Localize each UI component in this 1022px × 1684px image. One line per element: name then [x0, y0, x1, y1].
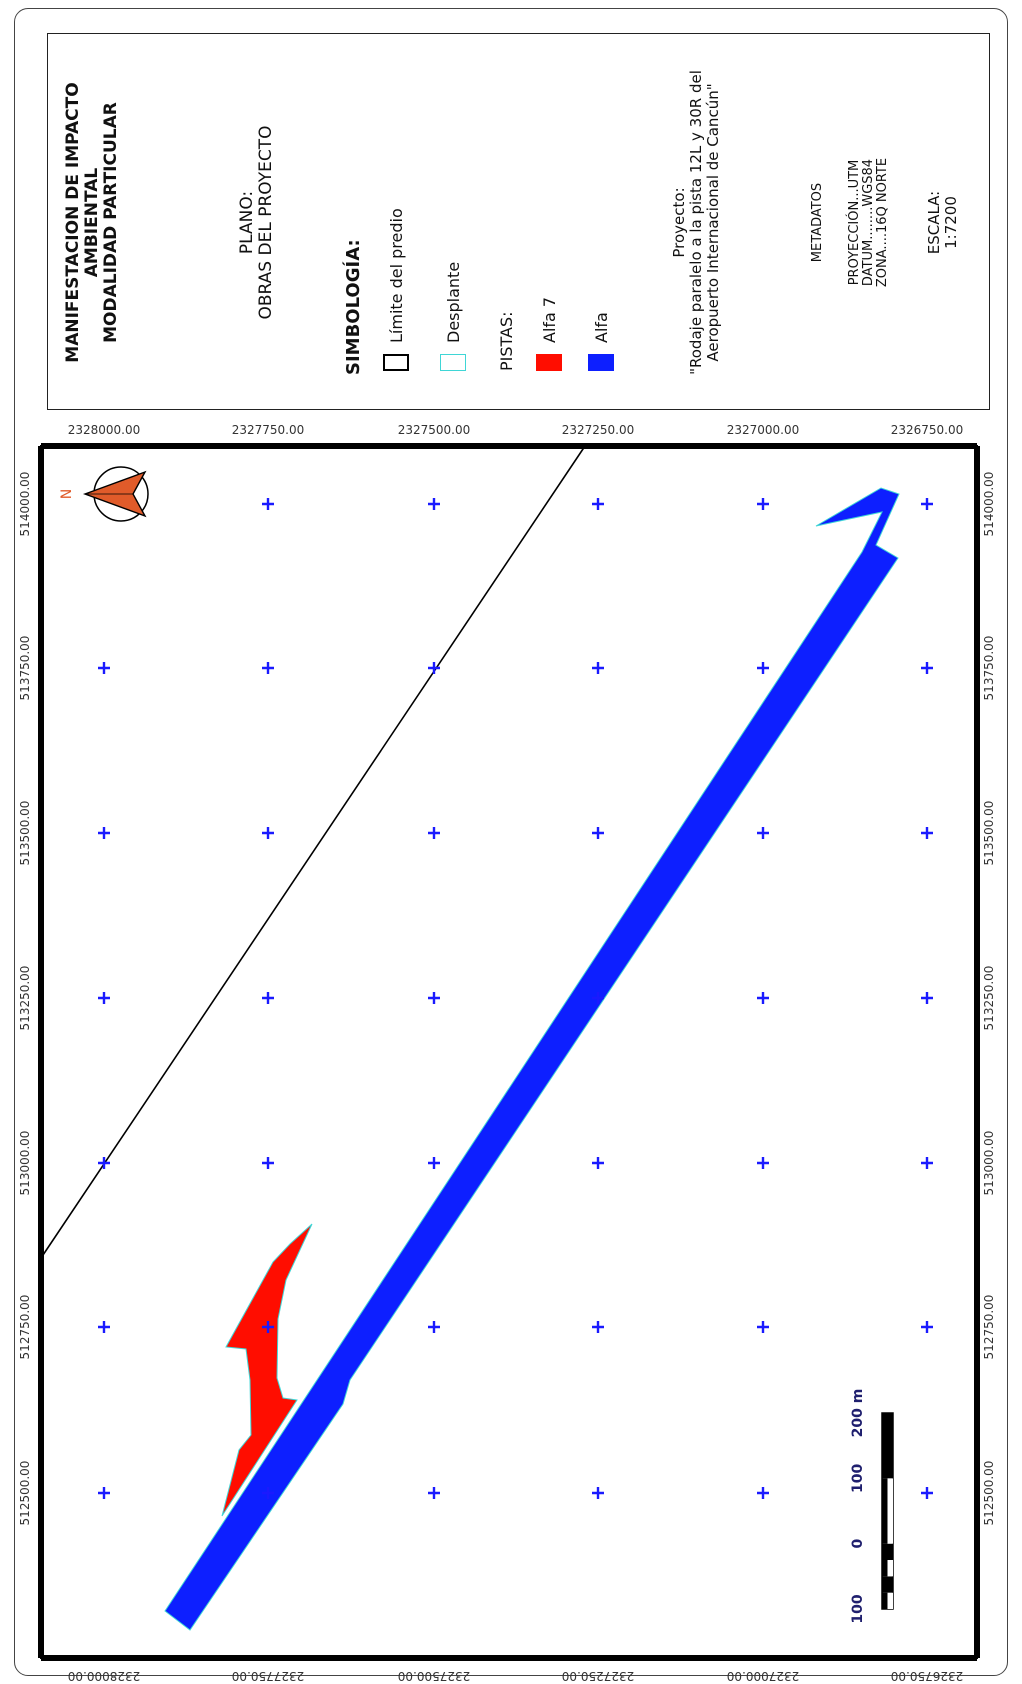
- grid-cross: [262, 1157, 274, 1169]
- grid-cross: [757, 1487, 769, 1499]
- grid-cross: [262, 1487, 274, 1499]
- grid-cross: [428, 992, 440, 1004]
- northing-label-bottom: 2327250.00: [562, 1669, 635, 1683]
- grid-cross: [98, 992, 110, 1004]
- grid-cross: [921, 992, 933, 1004]
- northing-label-bottom: 2328000.00: [68, 1669, 141, 1683]
- grid-cross: [757, 827, 769, 839]
- scale-bar-segment: [887, 1413, 893, 1479]
- grid-cross: [592, 498, 604, 510]
- northing-label-top: 2327750.00: [232, 423, 305, 437]
- easting-label-right: 513000.00: [982, 1131, 996, 1196]
- scale-bar-segment: [882, 1478, 888, 1544]
- grid-cross: [98, 1487, 110, 1499]
- grid-cross: [262, 992, 274, 1004]
- map-frame: [14, 8, 1008, 1676]
- scale-bar-segment: [887, 1560, 893, 1577]
- scale-bar-segment: [882, 1560, 888, 1577]
- northing-label-top: 2326750.00: [891, 423, 964, 437]
- easting-label-right: 513250.00: [982, 966, 996, 1031]
- easting-label-left: 512750.00: [18, 1295, 32, 1360]
- grid-cross: [921, 1321, 933, 1333]
- grid-cross: [921, 662, 933, 674]
- grid-cross: [428, 1157, 440, 1169]
- easting-label-left: 513000.00: [18, 1131, 32, 1196]
- tick-labels: 512500.00 512500.00 512750.00 512750.00 5130…: [18, 423, 996, 1683]
- scale-bar-segment: [882, 1413, 888, 1479]
- alfa7-polygon: [221, 1223, 313, 1517]
- grid-cross: [757, 992, 769, 1004]
- easting-label-left: 514000.00: [18, 472, 32, 537]
- easting-label-right: 512500.00: [982, 1461, 996, 1526]
- map-border: [38, 443, 980, 1661]
- easting-label-left: 513500.00: [18, 801, 32, 866]
- scale-bar-label: 200 m: [850, 1389, 866, 1438]
- scale-bar-segment: [887, 1543, 893, 1560]
- grid-cross: [592, 1157, 604, 1169]
- scale-bar-label: 100: [850, 1463, 866, 1492]
- scale-bar-label: 100: [850, 1594, 866, 1623]
- scale-bar-segment: [882, 1576, 888, 1593]
- grid-cross: [98, 1321, 110, 1333]
- scale-bar-segment: [882, 1543, 888, 1560]
- alfa-polygon: [164, 487, 900, 1631]
- northing-label-top: 2327000.00: [727, 423, 800, 437]
- north-label: N: [59, 489, 75, 499]
- grid-cross: [592, 992, 604, 1004]
- scale-bar: 100 0 100 200 m: [850, 1389, 894, 1624]
- grid-cross: [921, 1157, 933, 1169]
- northing-label-bottom: 2326750.00: [891, 1669, 964, 1683]
- northing-label-top: 2327500.00: [398, 423, 471, 437]
- grid-cross: [592, 1487, 604, 1499]
- grid-cross: [592, 827, 604, 839]
- scale-bar-label: 0: [850, 1539, 866, 1549]
- grid-cross: [428, 1487, 440, 1499]
- easting-label-right: 512750.00: [982, 1295, 996, 1360]
- grid-cross: [428, 827, 440, 839]
- scale-bar-segment: [887, 1576, 893, 1593]
- northing-label-top: 2327250.00: [562, 423, 635, 437]
- grid-cross: [757, 662, 769, 674]
- grid-cross: [98, 662, 110, 674]
- grid-cross: [592, 662, 604, 674]
- scale-bar-segment: [887, 1592, 893, 1609]
- northing-label-bottom: 2327000.00: [727, 1669, 800, 1683]
- grid-cross: [262, 662, 274, 674]
- easting-label-right: 513500.00: [982, 801, 996, 866]
- grid-cross: [98, 1157, 110, 1169]
- grid-cross: [428, 498, 440, 510]
- scale-bar-segment: [887, 1478, 893, 1544]
- grid-cross: [428, 1321, 440, 1333]
- limite-predio-line: [40, 445, 586, 1259]
- grid-crosses: [98, 498, 933, 1499]
- easting-label-right: 513750.00: [982, 636, 996, 701]
- grid-cross: [428, 662, 440, 674]
- scale-bar-segment: [882, 1592, 888, 1609]
- easting-label-left: 512500.00: [18, 1461, 32, 1526]
- grid-cross: [921, 827, 933, 839]
- grid-cross: [592, 1321, 604, 1333]
- grid-cross: [262, 1321, 274, 1333]
- northing-label-bottom: 2327500.00: [398, 1669, 471, 1683]
- grid-cross: [262, 827, 274, 839]
- grid-cross: [757, 498, 769, 510]
- easting-label-left: 513250.00: [18, 966, 32, 1031]
- easting-label-left: 513750.00: [18, 636, 32, 701]
- grid-cross: [921, 1487, 933, 1499]
- grid-cross: [921, 498, 933, 510]
- north-arrow: N: [59, 466, 149, 522]
- northing-label-bottom: 2327750.00: [232, 1669, 305, 1683]
- grid-cross: [98, 827, 110, 839]
- easting-label-right: 514000.00: [982, 472, 996, 537]
- grid-cross: [262, 498, 274, 510]
- northing-label-top: 2328000.00: [68, 423, 141, 437]
- legend-panel: MANIFESTACION DE IMPACTO AMBIENTAL MODAL…: [47, 33, 990, 410]
- grid-cross: [757, 1157, 769, 1169]
- grid-cross: [757, 1321, 769, 1333]
